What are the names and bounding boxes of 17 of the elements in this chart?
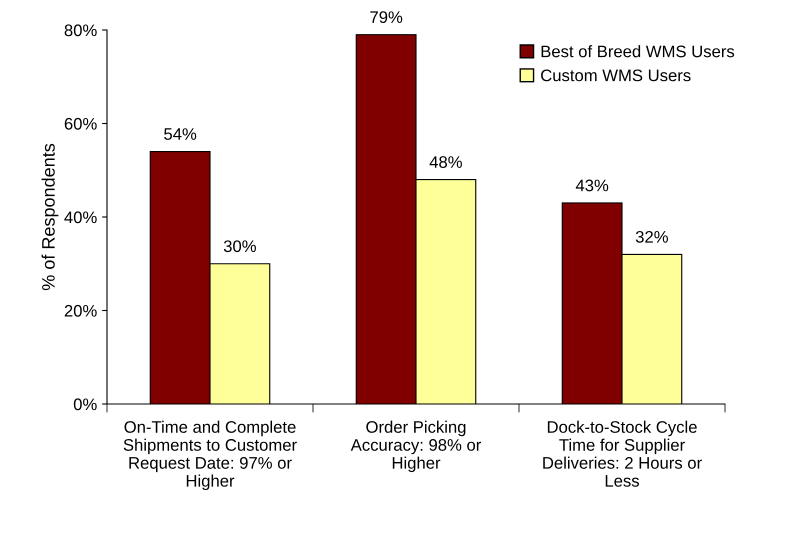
- y-tick-label: 40%: [64, 211, 97, 224]
- data-label: 48%: [430, 156, 462, 168]
- y-axis-title: % of Respondents: [42, 144, 58, 290]
- legend-label: Custom WMS Users: [541, 69, 691, 82]
- y-tick-label: 0%: [74, 398, 97, 410]
- data-label: 32%: [636, 230, 668, 243]
- y-tick-label: 60%: [64, 118, 97, 130]
- x-tick-label: On-Time and Complete Shipments to Customer Request Date: 97% or Higher: [124, 420, 297, 490]
- data-label: 79%: [370, 11, 402, 24]
- x-tick-label: Order Picking Accuracy: 98% or Higher: [350, 420, 482, 472]
- x-tick-label: Dock-to-Stock Cycle Time for Supplier Deliveries: 2 Hours or Less: [543, 420, 702, 487]
- data-label: 43%: [576, 180, 608, 192]
- data-label: 30%: [224, 240, 256, 252]
- y-tick-label: 20%: [64, 304, 97, 317]
- y-tick-label: 80%: [64, 24, 97, 36]
- legend-label: Best of Breed WMS Users: [542, 45, 734, 58]
- data-label: 54%: [164, 128, 196, 140]
